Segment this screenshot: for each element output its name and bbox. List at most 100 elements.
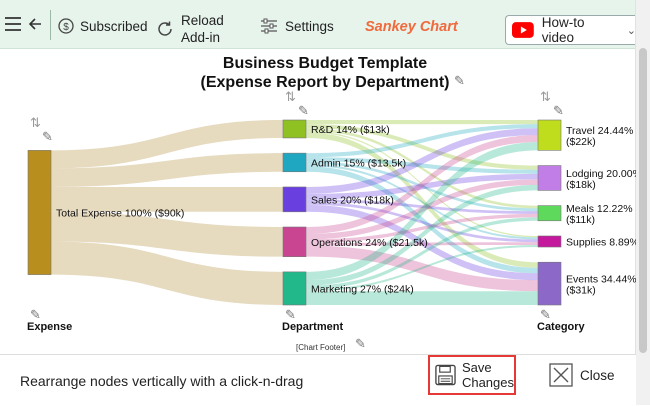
sankey-node-sales[interactable] <box>282 186 307 213</box>
sankey-node-total[interactable] <box>27 150 52 275</box>
sort-arrows-icon-department[interactable]: ⇅ <box>285 89 296 104</box>
save-changes-button[interactable]: Save Changes <box>428 355 516 395</box>
howto-video-label: How-to video <box>541 15 585 45</box>
sankey-link-rd-supplies <box>306 131 538 238</box>
sankey-node-meals[interactable] <box>537 205 562 222</box>
menu-icon[interactable] <box>4 16 22 32</box>
sankey-link-admin-events <box>306 166 538 274</box>
node-label-lodging: Lodging 20.00% <box>566 168 636 180</box>
subscribed-label: Subscribed <box>80 18 148 34</box>
youtube-icon <box>512 22 534 38</box>
sankey-chart: Total Expense 100% ($90k) R&D 14% ($13k) A… <box>27 119 636 333</box>
sankey-link-operations-lodging <box>306 179 538 240</box>
sankey-link-sales-travel <box>306 128 538 194</box>
node-label-total: Total Expense 100% ($90k) <box>56 208 184 220</box>
sankey-link-rd-meals <box>306 128 538 209</box>
sankey-node-rd[interactable] <box>282 119 307 139</box>
settings-button[interactable]: Settings <box>260 18 334 34</box>
sankey-link-total-rd <box>51 120 283 169</box>
edit-title-pencil-icon[interactable]: ✎ <box>454 73 465 88</box>
howto-video-button[interactable]: How-to video ⌄ <box>505 15 636 45</box>
node-label-admin: Admin 15% ($13.5k) <box>311 157 406 169</box>
sankey-link-admin-meals <box>306 161 538 212</box>
edit-pencil-icon-category[interactable]: ✎ <box>553 103 564 118</box>
node-label-supplies: Supplies 8.89% <box>566 237 636 249</box>
node-sublabel-lodging: ($18k) <box>566 179 596 191</box>
sankey-node-supplies[interactable] <box>537 235 562 248</box>
sankey-link-rd-travel <box>306 120 538 125</box>
sankey-link-marketing-travel <box>306 142 538 281</box>
sankey-link-sales-events <box>306 204 538 281</box>
node-label-sales: Sales 20% ($18k) <box>311 194 394 206</box>
svg-text:$: $ <box>63 22 69 33</box>
sankey-node-marketing[interactable] <box>282 271 307 306</box>
toolbar-divider <box>50 10 51 40</box>
close-x-icon <box>549 363 573 387</box>
reload-label-line2: Add-in <box>181 30 221 45</box>
reload-addin-button[interactable]: Reload Add-in <box>156 12 224 46</box>
column-label-department[interactable]: Department <box>282 321 343 333</box>
sankey-node-travel[interactable] <box>537 119 562 151</box>
bottom-bar: Rearrange nodes vertically with a click-… <box>0 354 636 406</box>
sliders-icon <box>261 18 277 34</box>
node-label-rd: R&D 14% ($13k) <box>311 124 390 136</box>
close-label: Close <box>580 367 615 383</box>
chart-title-line2: (Expense Report by Department) <box>200 74 450 91</box>
sankey-link-operations-meals <box>306 213 538 243</box>
save-label-line1: Save <box>461 360 492 375</box>
sort-arrows-icon-expense[interactable]: ⇅ <box>30 115 41 130</box>
reload-label-line1: Reload <box>181 13 224 28</box>
settings-label: Settings <box>285 18 334 34</box>
scrollbar-thumb[interactable] <box>639 48 647 353</box>
edit-pencil-icon-department[interactable]: ✎ <box>298 103 309 118</box>
node-label-marketing: Marketing 27% ($24k) <box>311 283 414 295</box>
vertical-scrollbar[interactable] <box>635 0 650 405</box>
sankey-link-marketing-meals <box>306 217 538 290</box>
sort-arrows-icon-category[interactable]: ⇅ <box>540 89 551 104</box>
node-sublabel-travel: ($22k) <box>566 136 596 148</box>
edit-pencil-icon-expense[interactable]: ✎ <box>42 129 53 144</box>
subscribed-button[interactable]: $ Subscribed <box>58 18 148 34</box>
sankey-node-lodging[interactable] <box>537 165 562 191</box>
sankey-link-sales-lodging <box>306 173 538 200</box>
reload-icon <box>158 21 172 36</box>
sankey-link-operations-supplies <box>306 242 538 246</box>
sankey-link-marketing-events <box>306 291 538 305</box>
node-label-operations: Operations 24% ($21.5k) <box>311 237 428 249</box>
sankey-link-total-admin <box>51 153 283 187</box>
chevron-down-icon: ⌄ <box>626 24 636 37</box>
ribbon-toolbar: $ Subscribed Reload Add-in Settings Sank… <box>0 0 636 49</box>
edit-pencil-icon-department-axis[interactable]: ✎ <box>285 307 296 322</box>
sankey-link-sales-supplies <box>306 202 538 243</box>
sankey-link-admin-supplies <box>306 164 538 240</box>
node-sublabel-meals: ($11k) <box>566 214 595 226</box>
close-button[interactable]: Close <box>549 363 615 387</box>
drag-hint-text: Rearrange nodes vertically with a click-… <box>20 373 304 389</box>
sankey-link-operations-travel <box>306 135 538 234</box>
sankey-link-rd-lodging <box>306 124 538 170</box>
edit-footer-pencil-icon[interactable]: ✎ <box>355 336 366 351</box>
chart-footer[interactable]: [Chart Footer] <box>296 343 346 352</box>
sankey-link-admin-travel <box>306 124 538 158</box>
edit-pencil-icon-category-axis[interactable]: ✎ <box>540 307 551 322</box>
sankey-link-total-sales <box>51 186 283 212</box>
sankey-link-operations-events <box>306 245 538 292</box>
node-label-meals: Meals 12.22% <box>566 203 633 215</box>
node-label-travel: Travel 24.44% <box>566 125 633 137</box>
sankey-link-admin-lodging <box>306 157 538 174</box>
chart-title-line1: Business Budget Template <box>222 55 428 72</box>
back-arrow-icon[interactable] <box>28 17 42 31</box>
column-label-category[interactable]: Category <box>537 321 586 333</box>
app-title: Sankey Chart <box>365 19 458 35</box>
sankey-link-total-marketing <box>51 241 283 305</box>
sankey-link-total-operations <box>51 211 283 257</box>
sankey-link-marketing-supplies <box>306 244 538 292</box>
floppy-disk-icon <box>435 364 456 386</box>
save-label-line2: Changes <box>461 375 514 390</box>
sankey-node-admin[interactable] <box>282 152 307 173</box>
sankey-node-operations[interactable] <box>282 226 307 257</box>
edit-pencil-icon-expense-axis[interactable]: ✎ <box>30 307 41 322</box>
sankey-node-events[interactable] <box>537 261 562 306</box>
column-label-expense[interactable]: Expense <box>27 321 72 333</box>
sankey-link-sales-meals <box>306 199 538 214</box>
